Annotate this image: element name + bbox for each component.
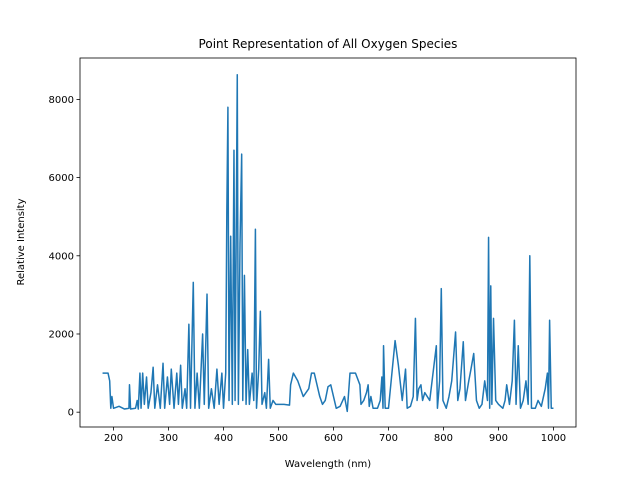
x-tick-label: 900 — [489, 433, 508, 444]
y-tick-label: 8000 — [49, 95, 74, 106]
x-tick-label: 1000 — [541, 433, 566, 444]
x-axis-label: Wavelength (nm) — [285, 459, 371, 470]
x-tick-label: 600 — [324, 433, 343, 444]
y-tick-label: 2000 — [49, 329, 74, 340]
x-tick-label: 300 — [159, 433, 178, 444]
x-tick-label: 800 — [434, 433, 453, 444]
plot-frame — [79, 57, 577, 428]
y-tick-label: 4000 — [49, 251, 74, 262]
y-tick-label: 0 — [68, 408, 74, 419]
chart-title: Point Representation of All Oxygen Speci… — [199, 37, 458, 51]
x-tick-label: 700 — [379, 433, 398, 444]
x-tick-label: 200 — [104, 433, 123, 444]
y-tick-label: 6000 — [49, 173, 74, 184]
x-tick-label: 500 — [269, 433, 288, 444]
x-tick-label: 400 — [214, 433, 233, 444]
data-line — [102, 74, 554, 413]
y-axis-label: Relative Intensity — [16, 198, 27, 285]
